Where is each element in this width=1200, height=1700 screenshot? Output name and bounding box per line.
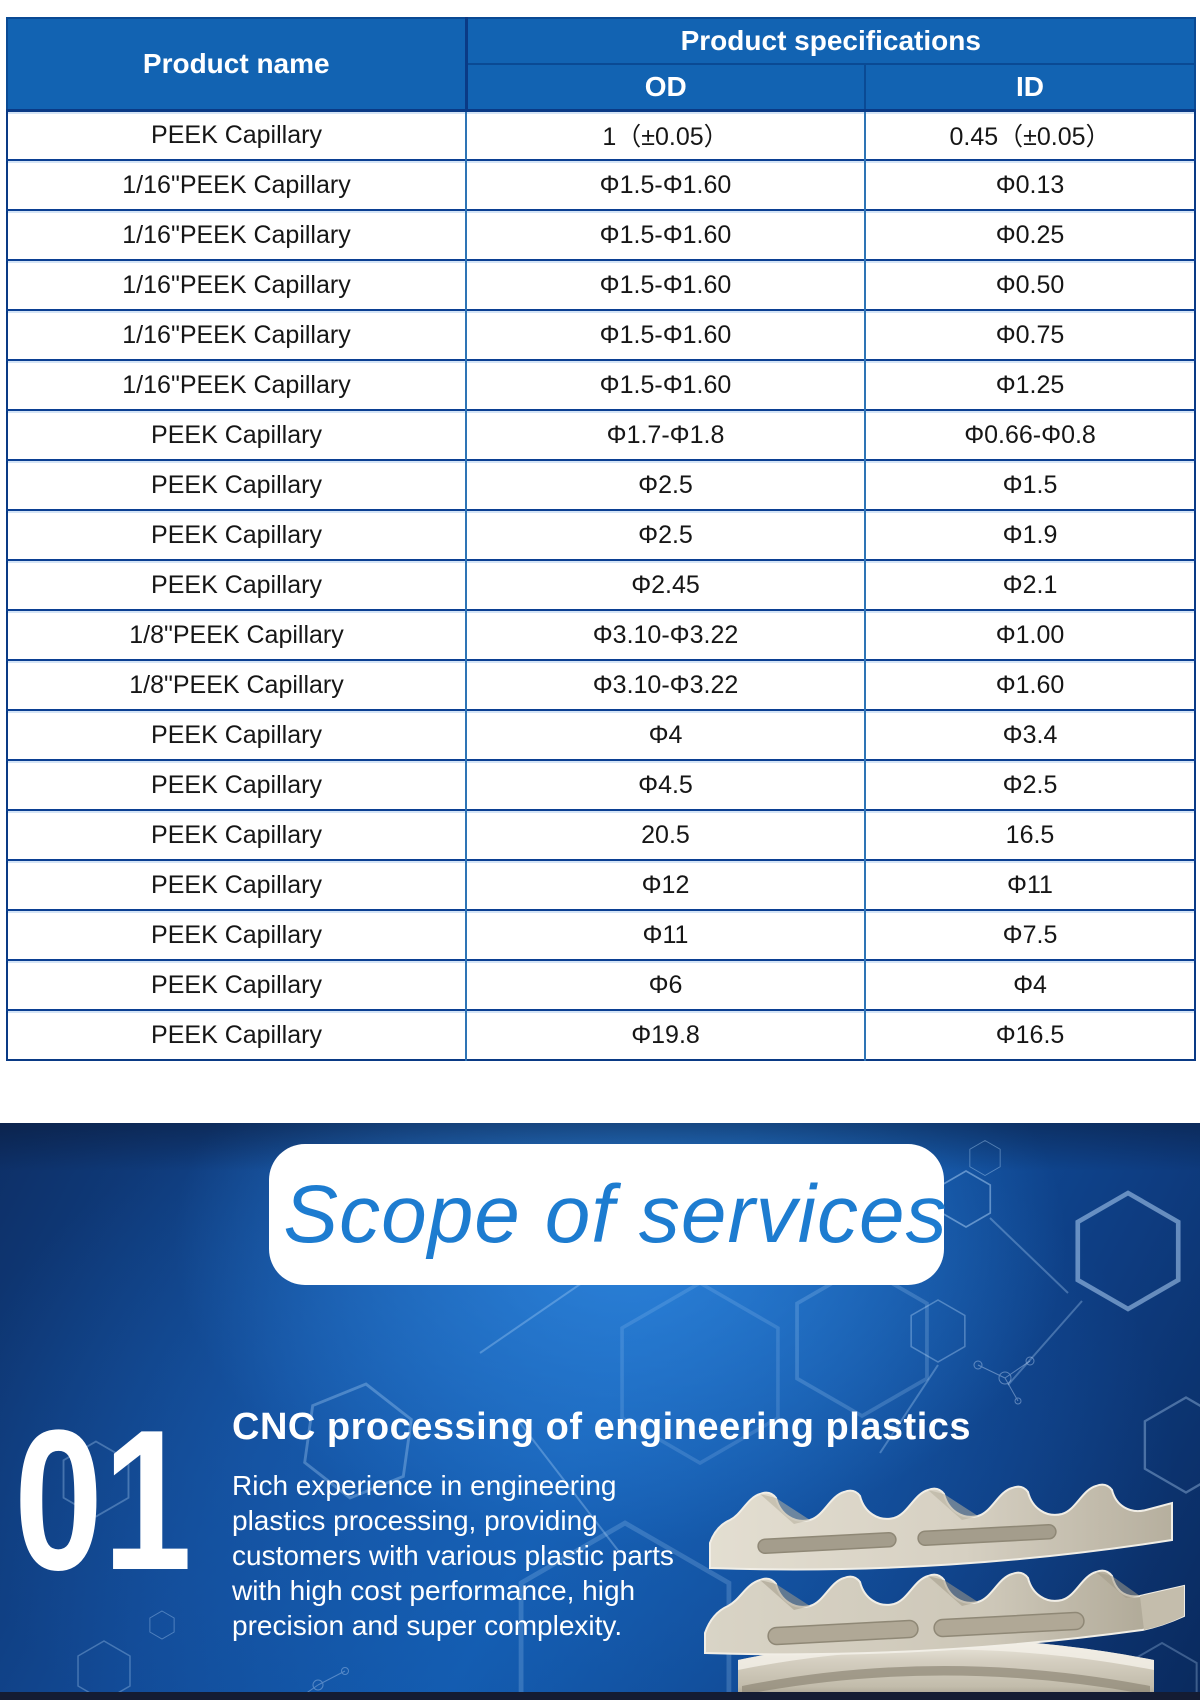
cell-id: Φ1.25 [865,359,1196,410]
cell-id: Φ16.5 [865,1009,1196,1060]
header-product-specifications: Product specifications [464,17,1197,65]
cell-id: Φ0.75 [865,309,1196,360]
cell-od: Φ3.10-Φ3.22 [465,609,866,660]
services-section: Scope of services 01 CNC processing of e… [0,1123,1200,1700]
table-row: PEEK Capillary Φ2.5 Φ1.9 [7,509,1196,560]
table-row: PEEK Capillary Φ12 Φ11 [7,859,1196,910]
cell-od: Φ1.7-Φ1.8 [465,409,866,460]
machined-plastic-part-image [704,1483,1185,1700]
cell-id: Φ0.50 [865,259,1196,310]
cell-id: Φ0.66-Φ0.8 [865,409,1196,460]
cell-id: Φ0.25 [865,209,1196,260]
cell-id: Φ7.5 [865,909,1196,960]
cell-id: Φ11 [865,859,1196,910]
cell-od: 1（±0.05） [465,108,866,160]
cell-product-name: 1/8"PEEK Capillary [7,609,466,660]
table-row: 1/16"PEEK Capillary Φ1.5-Φ1.60 Φ1.25 [7,359,1196,410]
table-row: 1/16"PEEK Capillary Φ1.5-Φ1.60 Φ0.50 [7,259,1196,310]
table-row: PEEK Capillary 1（±0.05） 0.45（±0.05） [7,108,1196,160]
cell-product-name: PEEK Capillary [7,459,466,510]
table-row: PEEK Capillary Φ1.7-Φ1.8 Φ0.66-Φ0.8 [7,409,1196,460]
cell-od: Φ2.5 [465,509,866,560]
table-row: PEEK Capillary Φ2.5 Φ1.5 [7,459,1196,510]
cell-id: Φ3.4 [865,709,1196,760]
cell-product-name: PEEK Capillary [7,108,466,160]
header-id: ID [863,63,1197,111]
table-row: 1/16"PEEK Capillary Φ1.5-Φ1.60 Φ0.13 [7,159,1196,210]
cell-od: Φ1.5-Φ1.60 [465,309,866,360]
table-row: PEEK Capillary 20.5 16.5 [7,809,1196,860]
scope-of-services-title: Scope of services [283,1168,948,1260]
table-row: PEEK Capillary Φ6 Φ4 [7,959,1196,1010]
cell-product-name: PEEK Capillary [7,409,466,460]
cell-od: Φ1.5-Φ1.60 [465,259,866,310]
cell-product-name: 1/8"PEEK Capillary [7,659,466,710]
spec-table: Product name Product specifications OD I… [6,17,1197,1061]
table-row: 1/8"PEEK Capillary Φ3.10-Φ3.22 Φ1.60 [7,659,1196,710]
header-od: OD [465,63,866,111]
cell-product-name: PEEK Capillary [7,559,466,610]
cell-id: Φ4 [865,959,1196,1010]
cell-od: Φ1.5-Φ1.60 [465,159,866,210]
cell-product-name: PEEK Capillary [7,1009,466,1060]
table-row: PEEK Capillary Φ4 Φ3.4 [7,709,1196,760]
spec-table-header: Product name Product specifications OD I… [6,17,1197,111]
table-row: PEEK Capillary Φ11 Φ7.5 [7,909,1196,960]
cell-od: Φ1.5-Φ1.60 [465,359,866,410]
cell-product-name: PEEK Capillary [7,809,466,860]
cell-product-name: PEEK Capillary [7,709,466,760]
cell-od: Φ12 [465,859,866,910]
cell-od: Φ3.10-Φ3.22 [465,659,866,710]
service-item-title: CNC processing of engineering plastics [232,1406,972,1448]
molecule-decoration [973,1356,1035,1405]
cell-id: Φ2.1 [865,559,1196,610]
cell-product-name: PEEK Capillary [7,959,466,1010]
table-row: PEEK Capillary Φ4.5 Φ2.5 [7,759,1196,810]
cell-product-name: 1/16"PEEK Capillary [7,259,466,310]
cell-product-name: 1/16"PEEK Capillary [7,159,466,210]
cell-product-name: PEEK Capillary [7,759,466,810]
cell-od: Φ1.5-Φ1.60 [465,209,866,260]
table-row: 1/16"PEEK Capillary Φ1.5-Φ1.60 Φ0.25 [7,209,1196,260]
cell-od: 20.5 [465,809,866,860]
bottom-bar-decoration [0,1692,1200,1700]
cell-product-name: PEEK Capillary [7,509,466,560]
header-product-name: Product name [6,17,468,111]
cell-product-name: 1/16"PEEK Capillary [7,359,466,410]
cell-id: Φ1.00 [865,609,1196,660]
cell-id: Φ1.60 [865,659,1196,710]
cell-id: 0.45（±0.05） [865,108,1196,160]
table-row: 1/8"PEEK Capillary Φ3.10-Φ3.22 Φ1.00 [7,609,1196,660]
spec-table-section: Product name Product specifications OD I… [6,17,1197,1061]
cell-id: 16.5 [865,809,1196,860]
table-row: 1/16"PEEK Capillary Φ1.5-Φ1.60 Φ0.75 [7,309,1196,360]
cell-od: Φ4 [465,709,866,760]
cell-od: Φ4.5 [465,759,866,810]
cell-od: Φ2.5 [465,459,866,510]
scope-of-services-banner: Scope of services [269,1144,947,1285]
spec-table-body: PEEK Capillary 1（±0.05） 0.45（±0.05） 1/16… [7,108,1196,1060]
cell-od: Φ2.45 [465,559,866,610]
cell-id: Φ1.5 [865,459,1196,510]
table-row: PEEK Capillary Φ2.45 Φ2.1 [7,559,1196,610]
service-item-description: Rich experience in engineering plastics … [232,1470,674,1641]
table-row: PEEK Capillary Φ19.8 Φ16.5 [7,1009,1196,1060]
cell-od: Φ11 [465,909,866,960]
cell-product-name: 1/16"PEEK Capillary [7,209,466,260]
cell-id: Φ0.13 [865,159,1196,210]
cell-product-name: 1/16"PEEK Capillary [7,309,466,360]
cell-id: Φ2.5 [865,759,1196,810]
cell-product-name: PEEK Capillary [7,909,466,960]
cell-od: Φ6 [465,959,866,1010]
cell-product-name: PEEK Capillary [7,859,466,910]
cell-id: Φ1.9 [865,509,1196,560]
service-item-number: 01 [14,1389,192,1612]
cell-od: Φ19.8 [465,1009,866,1060]
